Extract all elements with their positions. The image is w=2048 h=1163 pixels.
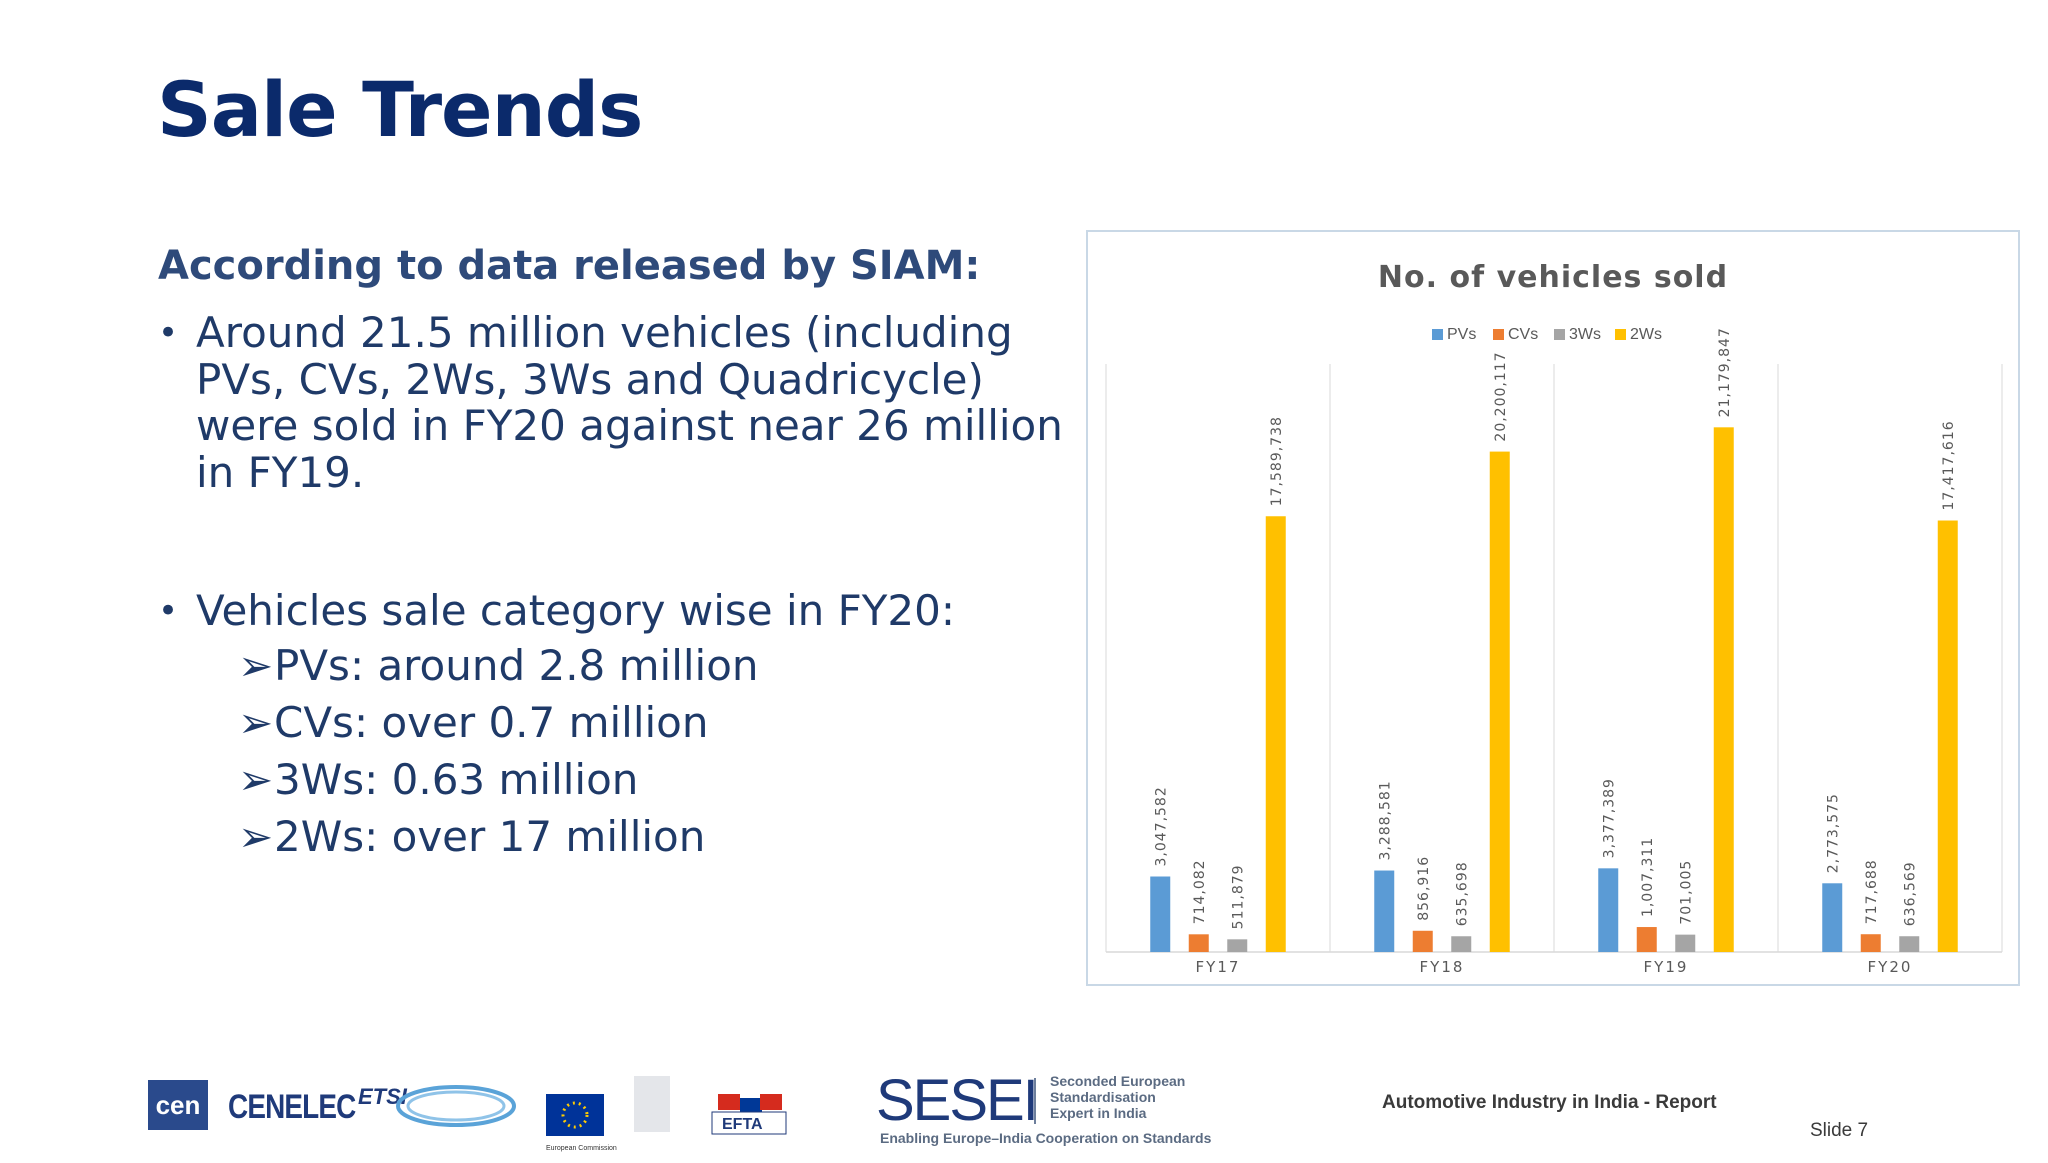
slide-title: Sale Trends [157,65,643,154]
data-label: 714,082 [1192,859,1208,924]
bar-chart: No. of vehicles sold PVs CVs 3Ws 2Ws 3,047,58… [1105,260,2003,976]
category-label: FY19 [1644,958,1689,976]
data-label: 856,916 [1416,856,1432,921]
data-label: 635,698 [1454,861,1470,926]
data-label: 701,005 [1678,860,1694,925]
sub-bullet: ➢ 3Ws: 0.63 million [238,751,759,808]
bullet-dot: • [158,591,179,631]
legend-label: 2Ws [1630,326,1662,343]
sesei-desc-line: Expert in India [1050,1105,1147,1121]
sub-bullet: ➢ CVs: over 0.7 million [238,694,759,751]
bullet-item: • Around 21.5 million vehicles (includin… [158,308,1096,497]
legend-label: CVs [1508,326,1538,343]
category-label: FY18 [1420,958,1465,976]
bar [1899,936,1920,952]
etsi-logo: ETSI [358,1080,520,1133]
efta-logo: EFTA [710,1092,788,1143]
data-label: 717,688 [1864,859,1880,924]
data-label: 3,377,389 [1601,778,1617,858]
sub-bullet-text: CVs: over 0.7 million [274,698,709,747]
data-label: 1,007,311 [1640,837,1656,917]
legend-swatch [1615,329,1626,340]
bullet-item: • Vehicles sale category wise in FY20: [158,586,1096,635]
sub-bullet: ➢ 2Ws: over 17 million [238,808,759,865]
legend-swatch [1493,329,1504,340]
category-label: FY17 [1196,958,1241,976]
bar [1636,927,1657,952]
data-label: 2,773,575 [1825,793,1841,873]
sesei-divider [1034,1078,1036,1124]
data-label: 21,179,847 [1717,327,1733,417]
bar [1822,883,1843,952]
chart-frame: No. of vehicles sold PVs CVs 3Ws 2Ws 3,047,58… [1086,230,2020,986]
data-label: 3,047,582 [1153,786,1169,866]
bar [1937,520,1958,952]
report-name: Automotive Industry in India - Report [1382,1092,1717,1113]
bullet-text: Around 21.5 million vehicles (including … [196,308,1063,497]
slide-subtitle: According to data released by SIAM: [158,243,981,289]
legend-swatch [1554,329,1565,340]
bar [1265,516,1286,952]
bar [1150,876,1171,952]
bar [1374,870,1395,952]
data-label: 20,200,117 [1493,351,1509,441]
sub-bullet-list: ➢ PVs: around 2.8 million ➢ CVs: over 0.… [238,637,759,865]
legend-swatch [1432,329,1443,340]
data-label: 636,569 [1902,861,1918,926]
sub-bullet-text: 3Ws: 0.63 million [274,755,639,804]
sub-bullet-text: 2Ws: over 17 million [274,812,706,861]
ec-logo-text: European Commission [546,1145,617,1152]
cenelec-logo: CENELEC [228,1088,356,1126]
bar [1451,936,1472,952]
sesei-tagline: Enabling Europe–India Cooperation on Sta… [880,1130,1212,1146]
efta-logo-text: EFTA [722,1116,763,1133]
bar [1227,939,1248,952]
bar [1713,427,1734,952]
arrow-icon: ➢ [238,812,274,861]
sesei-logo: SESEI [876,1068,1039,1133]
data-label: 511,879 [1230,864,1246,929]
chart-title: No. of vehicles sold [1378,260,1728,295]
category-label: FY20 [1868,958,1913,976]
data-label: 17,417,616 [1941,420,1957,510]
arrow-icon: ➢ [238,641,274,690]
data-label: 3,288,581 [1377,780,1393,860]
european-commission-logo: European Commission [544,1072,674,1163]
legend-label: 3Ws [1569,326,1601,343]
cen-logo: cen [148,1080,208,1130]
etsi-logo-text: ETSI [358,1084,408,1109]
slide-number: Slide 7 [1810,1120,1869,1141]
sub-bullet: ➢ PVs: around 2.8 million [238,637,759,694]
bar [1598,868,1619,952]
arrow-icon: ➢ [238,755,274,804]
bar [1412,930,1433,952]
sesei-desc-line: Seconded European [1050,1073,1186,1089]
sesei-description: Seconded European Standardisation Expert… [1050,1073,1185,1121]
bar [1489,451,1510,952]
legend-label: PVs [1447,326,1476,343]
sesei-desc-line: Standardisation [1050,1089,1156,1105]
bullet-text: Vehicles sale category wise in FY20: [196,586,956,635]
bullet-dot: • [158,313,179,353]
data-label: 17,589,738 [1269,416,1285,506]
arrow-icon: ➢ [238,698,274,747]
bar [1860,934,1881,952]
sub-bullet-text: PVs: around 2.8 million [274,641,759,690]
bar [1188,934,1209,952]
bar [1675,934,1696,952]
